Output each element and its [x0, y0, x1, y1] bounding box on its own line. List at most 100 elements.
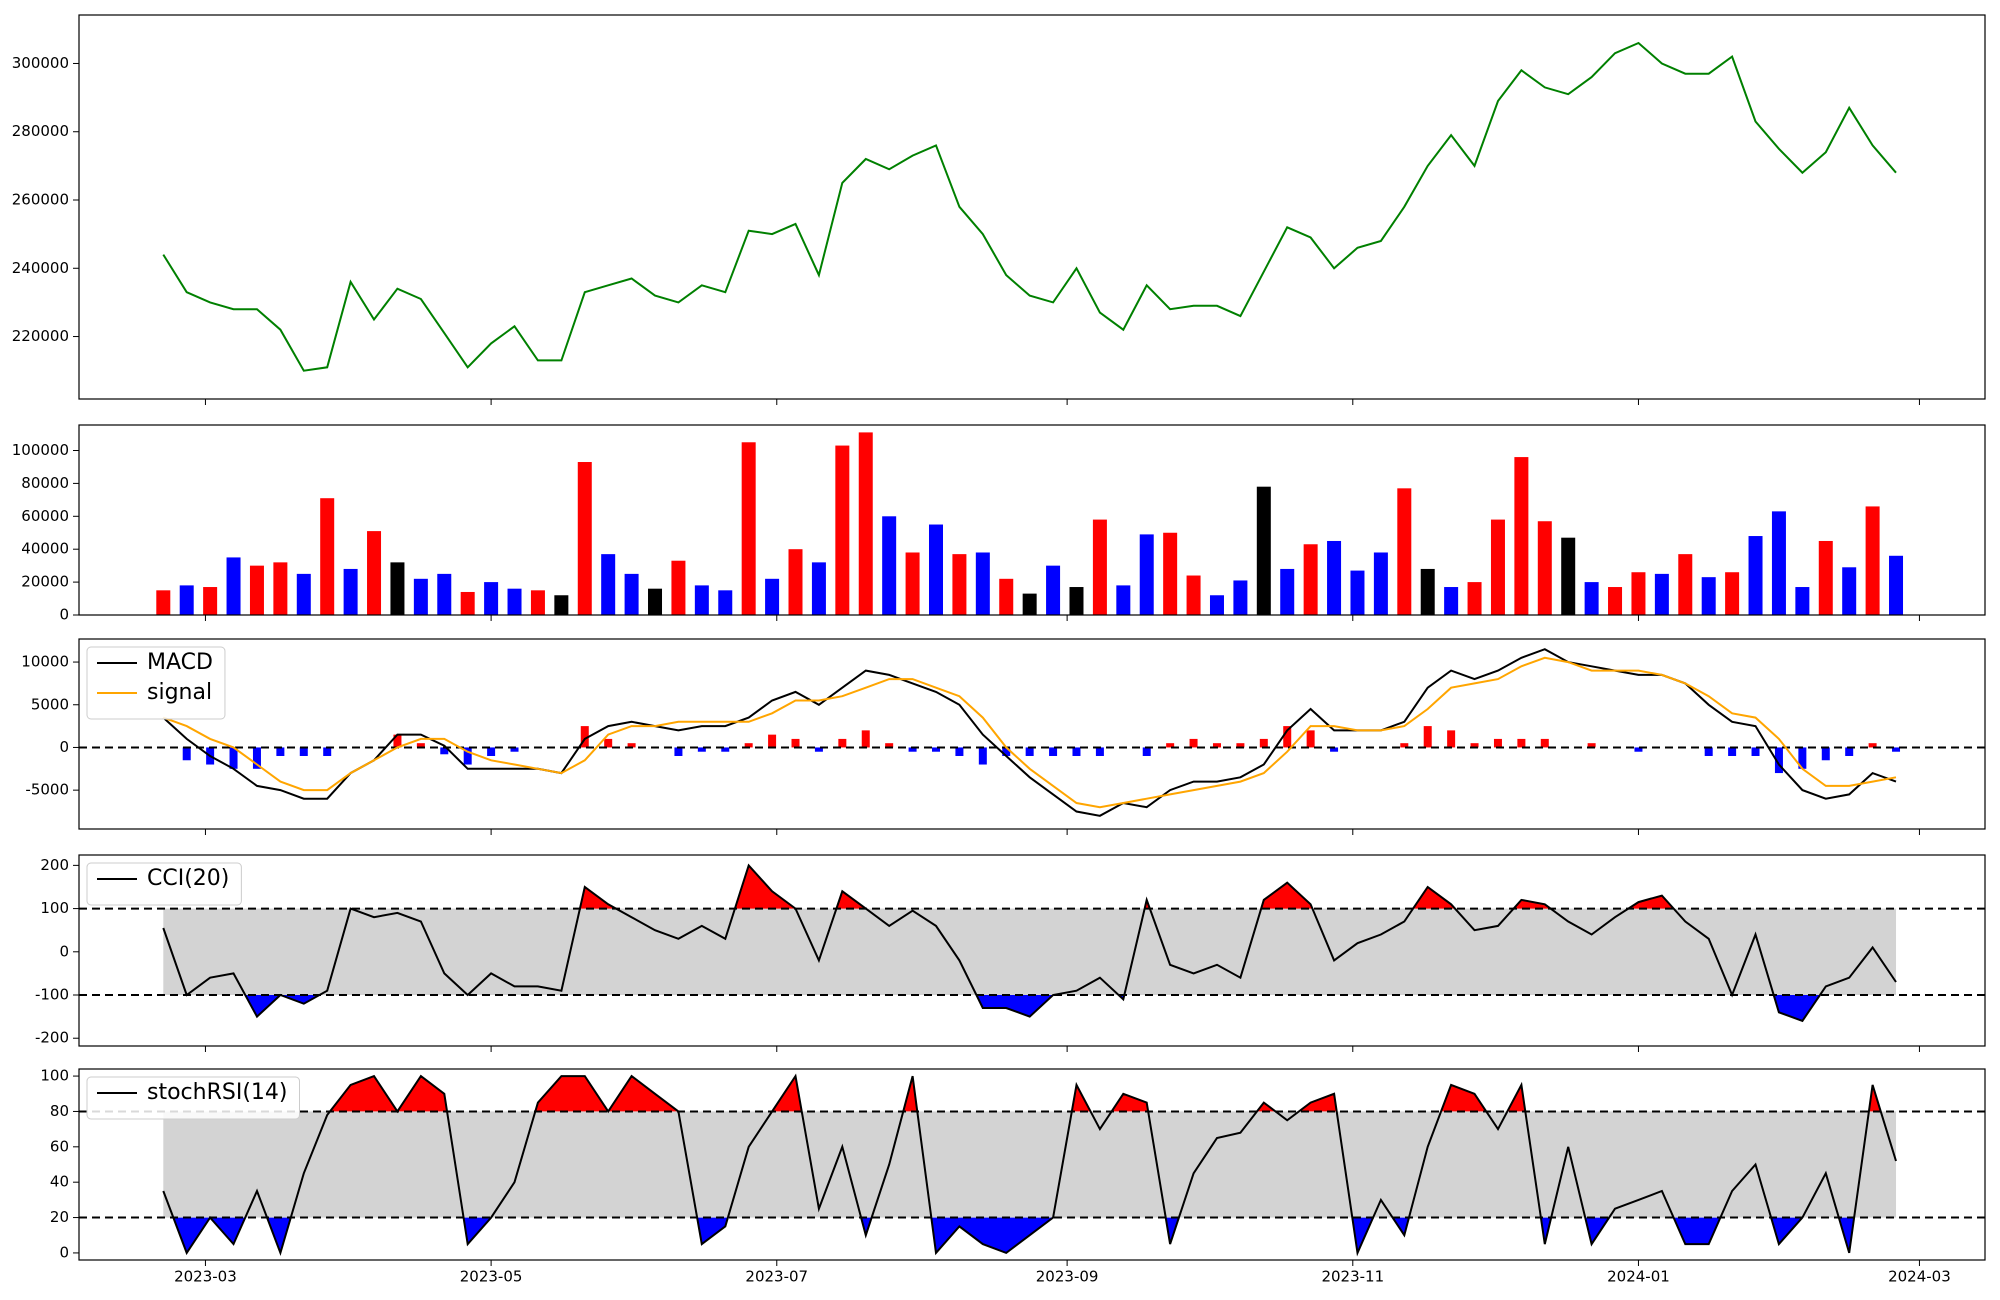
- histogram-bar: [1447, 730, 1456, 748]
- volume-bar: [694, 585, 709, 615]
- y-tick-label: 260000: [12, 191, 69, 209]
- histogram-bar: [1072, 747, 1081, 756]
- histogram-bar: [744, 743, 753, 748]
- volume-bar: [975, 552, 990, 615]
- volume-bar: [1116, 585, 1131, 615]
- volume-bar: [203, 587, 218, 615]
- volume-bar: [1373, 552, 1388, 615]
- histogram-bar: [1774, 747, 1783, 774]
- y-tick-label: 60000: [21, 507, 69, 525]
- oversold-fill: [861, 1217, 872, 1236]
- volume-bar: [156, 590, 171, 615]
- histogram-bar: [252, 747, 261, 769]
- volume-bar: [1584, 582, 1599, 615]
- legend-box: [86, 1076, 300, 1120]
- y-tick-label: 80000: [21, 474, 69, 492]
- volume-bar: [1303, 544, 1318, 615]
- oversold-fill: [1673, 1217, 1721, 1245]
- volume-bar: [507, 588, 522, 615]
- series-line: [162, 648, 1897, 817]
- histogram-bar: [955, 747, 964, 756]
- y-tick-label: 100: [40, 899, 69, 917]
- y-tick-label: 60: [50, 1137, 69, 1155]
- threshold-band: [163, 908, 1897, 996]
- histogram-bar: [416, 743, 425, 748]
- histogram-bar: [1095, 747, 1104, 756]
- oversold-fill: [245, 995, 281, 1017]
- overbought-fill: [1413, 887, 1455, 909]
- overbought-fill: [1071, 1084, 1091, 1112]
- oversold-fill: [267, 1217, 291, 1253]
- y-tick-label: 0: [59, 1243, 69, 1261]
- panel: 0 20000 40000 60000 80000 100000: [12, 424, 1986, 624]
- y-tick-label: 100000: [12, 441, 69, 459]
- histogram-bar: [487, 747, 496, 756]
- volume-bar: [1327, 540, 1342, 615]
- histogram-bar: [580, 726, 589, 748]
- series-line: [162, 41, 1897, 372]
- oversold-fill: [931, 1217, 1054, 1253]
- histogram-bar: [721, 747, 730, 752]
- volume-bar: [1420, 568, 1435, 615]
- oversold-fill: [1352, 1217, 1374, 1253]
- histogram-bar: [229, 747, 238, 769]
- histogram-bar: [182, 747, 191, 761]
- volume-bar: [273, 562, 288, 615]
- volume-bar: [390, 562, 405, 615]
- volume-bar: [320, 498, 335, 615]
- volume-bar: [1818, 540, 1833, 615]
- volume-bar: [788, 549, 803, 615]
- oversold-fill: [210, 1217, 246, 1245]
- histogram-bar: [1798, 747, 1807, 769]
- panel: 0 20 40 60 80 100 2023-03 2023-05 2023-07 2023-09…: [40, 1067, 1986, 1286]
- volume-bar: [999, 578, 1014, 615]
- volume-bar: [624, 573, 639, 615]
- overbought-fill: [903, 1076, 918, 1112]
- histogram-bar: [1751, 747, 1760, 756]
- volume-bar: [741, 442, 756, 615]
- axes-frame: [78, 1068, 1986, 1261]
- panel: -200 -100 0 100 200 CCI(20): [35, 854, 1986, 1052]
- volume-bar: [718, 590, 733, 615]
- oversold-fill: [697, 1217, 728, 1245]
- axes-frame: [78, 854, 1986, 1047]
- overbought-fill: [772, 1076, 802, 1112]
- volume-bar: [296, 573, 311, 615]
- legend: MACD signal: [86, 646, 226, 720]
- volume-bar: [226, 557, 241, 615]
- volume-bar: [648, 588, 663, 615]
- volume-bar: [1678, 554, 1693, 615]
- volume-bar: [413, 578, 428, 615]
- volume-bar: [367, 531, 382, 615]
- volume-bar: [1654, 573, 1669, 615]
- legend-label: stochRSI(14): [147, 1080, 288, 1105]
- y-tick-label: 10000: [21, 653, 69, 671]
- volume-bar: [1725, 572, 1740, 615]
- axes-frame: [78, 424, 1986, 616]
- volume-bar: [765, 578, 780, 615]
- histogram-bar: [1166, 743, 1175, 748]
- x-tick-label: 2024-01: [1607, 1268, 1670, 1286]
- histogram-bar: [1423, 726, 1432, 748]
- histogram-bar: [627, 743, 636, 748]
- volume-bar: [1350, 570, 1365, 615]
- legend-box: [86, 646, 226, 720]
- volume-bar: [1280, 568, 1295, 615]
- histogram-bar: [1634, 747, 1643, 752]
- histogram-bar: [1025, 747, 1034, 756]
- histogram-bar: [1236, 743, 1245, 748]
- x-tick-label: 2023-09: [1036, 1268, 1099, 1286]
- volume-bar: [1209, 595, 1224, 615]
- volume-bar: [530, 590, 545, 615]
- histogram-bar: [1189, 738, 1198, 748]
- histogram-bar: [604, 738, 613, 748]
- volume-bar: [1490, 519, 1505, 615]
- overbought-fill: [1628, 895, 1674, 909]
- volume-bar: [1444, 587, 1459, 615]
- histogram-bar: [814, 747, 823, 752]
- volume-bar: [1467, 582, 1482, 615]
- volume-bar: [343, 568, 358, 615]
- histogram-bar: [885, 743, 894, 748]
- y-tick-label: 0: [59, 738, 69, 756]
